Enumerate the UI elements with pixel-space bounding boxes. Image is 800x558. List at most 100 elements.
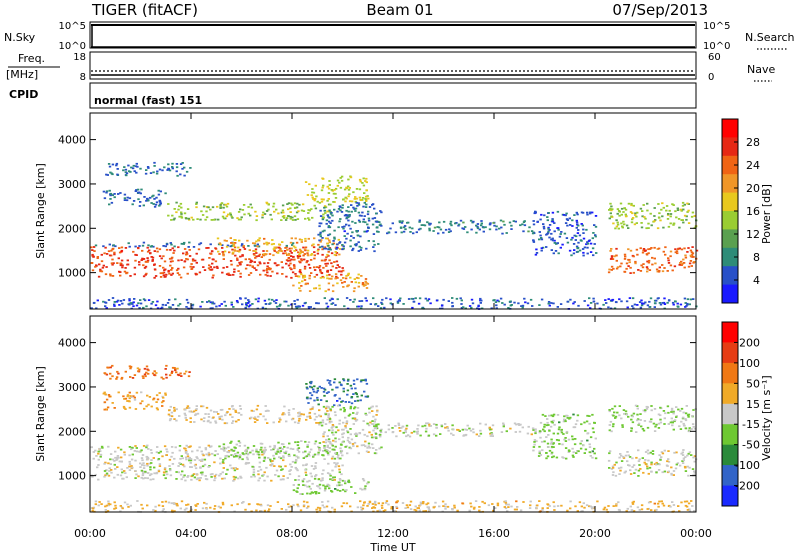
range-cell — [313, 269, 317, 271]
range-cell — [306, 282, 309, 285]
range-cell — [181, 470, 184, 473]
range-cell — [104, 301, 108, 304]
range-cell — [108, 254, 112, 257]
range-cell — [348, 214, 351, 216]
range-cell — [124, 397, 128, 400]
range-cell — [343, 305, 346, 308]
range-cell — [667, 213, 670, 215]
range-cell — [311, 407, 314, 410]
range-cell — [155, 247, 159, 250]
range-cell — [538, 304, 541, 306]
range-cell — [634, 468, 638, 471]
range-cell — [677, 408, 680, 411]
range-cell — [535, 252, 539, 254]
range-cell — [241, 303, 244, 306]
range-cell — [321, 477, 324, 480]
range-cell — [686, 211, 689, 213]
range-cell — [266, 422, 269, 424]
range-cell — [261, 214, 264, 216]
range-cell — [281, 413, 284, 416]
range-cell — [321, 253, 324, 256]
range-cell — [338, 468, 341, 471]
range-cell — [114, 504, 117, 507]
range-cell — [692, 256, 695, 258]
range-cell — [165, 243, 169, 246]
range-cell — [345, 223, 348, 226]
range-cell — [302, 457, 305, 459]
range-cell — [118, 270, 121, 273]
range-cell — [309, 492, 312, 495]
range-cell — [640, 264, 643, 267]
range-cell — [409, 508, 413, 510]
range-cell — [237, 440, 241, 443]
range-cell — [371, 420, 374, 422]
range-cell — [435, 299, 439, 302]
range-cell — [611, 474, 615, 476]
range-cell — [681, 460, 684, 462]
range-cell — [223, 239, 226, 242]
range-cell — [640, 508, 644, 511]
range-cell — [496, 502, 500, 505]
range-cell — [308, 454, 311, 457]
range-cell — [646, 267, 649, 270]
range-cell — [412, 300, 415, 303]
range-cell — [464, 433, 468, 436]
range-cell — [214, 421, 218, 424]
range-cell — [171, 370, 174, 373]
range-cell — [480, 224, 483, 227]
range-cell — [155, 401, 158, 403]
range-cell — [647, 227, 650, 229]
range-cell — [151, 256, 155, 259]
range-cell — [137, 198, 140, 201]
range-cell — [109, 372, 112, 375]
range-cell — [185, 298, 189, 301]
range-cell — [658, 463, 661, 466]
range-cell — [452, 428, 455, 431]
range-cell — [632, 271, 635, 274]
scatter-band-10 — [607, 449, 698, 477]
range-cell — [196, 503, 199, 505]
range-cell — [461, 502, 464, 505]
range-cell — [147, 167, 150, 169]
range-cell — [261, 306, 265, 309]
range-cell — [507, 307, 510, 309]
range-cell — [169, 474, 173, 477]
range-cell — [580, 223, 583, 225]
range-cell — [170, 372, 173, 374]
range-cell — [207, 206, 210, 209]
range-cell — [312, 468, 316, 470]
range-cell — [275, 208, 278, 211]
range-cell — [297, 475, 301, 478]
range-cell — [294, 237, 297, 240]
range-cell — [672, 410, 675, 413]
range-cell — [653, 502, 656, 505]
range-cell — [317, 492, 321, 494]
range-cell — [130, 396, 133, 399]
range-cell — [264, 253, 267, 256]
range-cell — [230, 215, 233, 218]
range-cell — [387, 428, 391, 431]
range-cell — [294, 219, 297, 221]
range-cell — [233, 455, 236, 458]
range-cell — [108, 189, 111, 192]
range-cell — [175, 471, 178, 473]
range-cell — [231, 216, 234, 219]
range-cell — [101, 446, 104, 449]
range-cell — [670, 409, 674, 412]
x-tick-label: 00:00 — [680, 527, 712, 540]
range-cell — [546, 442, 550, 445]
range-cell — [233, 469, 237, 472]
range-cell — [576, 250, 580, 253]
range-cell — [681, 201, 685, 204]
range-cell — [408, 226, 411, 229]
range-cell — [357, 452, 360, 455]
range-cell — [179, 163, 183, 165]
range-cell — [336, 462, 339, 465]
range-cell — [640, 304, 644, 307]
range-cell — [229, 213, 232, 216]
range-cell — [292, 258, 296, 261]
range-cell — [514, 220, 517, 223]
range-cell — [133, 398, 137, 401]
range-cell — [295, 490, 298, 493]
range-cell — [184, 479, 187, 482]
